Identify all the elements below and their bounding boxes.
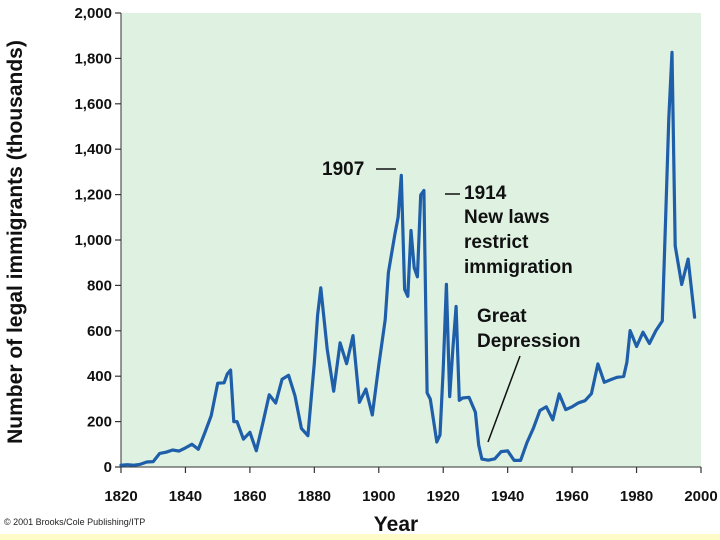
y-tick-label: 400 bbox=[87, 368, 112, 385]
annotation-great-depression-line-1: Great bbox=[477, 306, 527, 327]
y-tick-label: 200 bbox=[87, 414, 112, 431]
x-axis-ticks: 1820 1840 1860 1880 1900 1920 1940 1960 1980 2000 bbox=[104, 467, 718, 505]
x-tick-label: 1900 bbox=[362, 488, 395, 505]
y-tick-label: 1,600 bbox=[74, 96, 112, 113]
x-tick-label: 1960 bbox=[555, 488, 588, 505]
annotation-1907-label: 1907 bbox=[322, 159, 364, 180]
y-tick-label: 600 bbox=[87, 323, 112, 340]
annotation-1914-line-2: restrict bbox=[464, 232, 529, 253]
x-tick-label: 2000 bbox=[684, 488, 717, 505]
x-tick-label: 1940 bbox=[491, 488, 524, 505]
x-tick-label: 1920 bbox=[427, 488, 460, 505]
x-axis-title: Year bbox=[374, 513, 418, 536]
x-tick-label: 1860 bbox=[233, 488, 266, 505]
x-tick-label: 1880 bbox=[298, 488, 331, 505]
bottom-band bbox=[0, 534, 720, 540]
series-line bbox=[119, 50, 697, 467]
y-tick-label: 0 bbox=[104, 459, 112, 476]
y-axis-title: Number of legal immigrants (thousands) bbox=[4, 40, 27, 444]
x-tick-label: 1980 bbox=[620, 488, 653, 505]
y-tick-label: 1,400 bbox=[74, 141, 112, 158]
y-tick-label: 2,000 bbox=[74, 5, 112, 22]
y-tick-label: 1,800 bbox=[74, 50, 112, 67]
annotation-1914-label: 1914 bbox=[464, 183, 507, 204]
annotation-1907: 1907 bbox=[322, 159, 396, 180]
y-tick-label: 1,000 bbox=[74, 232, 112, 249]
annotation-1914-line-1: New laws bbox=[464, 207, 550, 228]
annotation-1914-line-3: immigration bbox=[464, 257, 573, 278]
y-tick-label: 800 bbox=[87, 277, 112, 294]
copyright-notice: © 2001 Brooks/Cole Publishing/ITP bbox=[4, 517, 146, 527]
annotation-1914: 1914 New laws restrict immigration bbox=[445, 183, 573, 278]
x-tick-label: 1820 bbox=[104, 488, 137, 505]
annotation-great-depression-leader bbox=[487, 355, 521, 443]
annotation-great-depression: Great Depression bbox=[477, 306, 580, 443]
annotation-great-depression-line-2: Depression bbox=[477, 331, 580, 352]
y-tick-label: 1,200 bbox=[74, 187, 112, 204]
x-tick-label: 1840 bbox=[169, 488, 202, 505]
y-axis-ticks: 0 200 400 600 800 1,000 1,200 1,400 1,600 1,800 2,… bbox=[74, 5, 121, 476]
